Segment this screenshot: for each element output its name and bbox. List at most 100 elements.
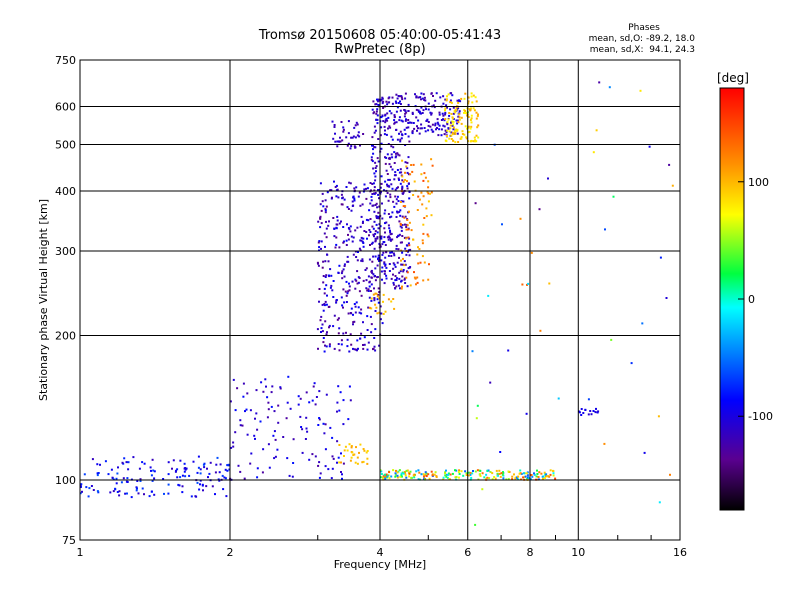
echo-point [332, 325, 335, 328]
echo-point [348, 181, 351, 184]
echo-point [449, 473, 452, 476]
echo-point [371, 183, 374, 185]
echo-point [395, 110, 398, 113]
echo-point [410, 164, 413, 166]
echo-point [299, 397, 302, 400]
echo-point [323, 304, 326, 307]
echo-point [326, 253, 328, 256]
echo-point [421, 239, 424, 242]
echo-point [407, 250, 409, 253]
echo-point [184, 468, 187, 471]
echo-point [116, 491, 119, 493]
echo-point [336, 318, 339, 321]
echo-point [360, 259, 363, 262]
echo-point [345, 244, 348, 246]
echo-point [335, 184, 338, 187]
echo-point [356, 462, 359, 465]
echo-point [341, 304, 344, 307]
echo-point [417, 246, 419, 249]
echo-point [321, 303, 324, 306]
echo-point [457, 107, 460, 110]
echo-point [387, 254, 390, 257]
echo-point [232, 441, 235, 444]
echo-point [477, 478, 480, 481]
echo-point [390, 153, 393, 156]
echo-point [361, 203, 364, 206]
echo-point [522, 472, 525, 475]
echo-point [353, 187, 356, 190]
echo-point [499, 451, 502, 453]
echo-point [345, 280, 348, 283]
echo-point [665, 297, 668, 299]
echo-point [79, 486, 82, 488]
echo-point [349, 333, 352, 336]
echo-point [324, 209, 327, 212]
echo-point [135, 489, 138, 492]
echo-point [533, 473, 536, 476]
echo-point [428, 263, 430, 266]
echo-point [116, 472, 119, 475]
echo-point [338, 349, 341, 352]
echo-point [366, 348, 369, 351]
echo-point [348, 443, 351, 446]
echo-point [376, 114, 379, 117]
echo-point [375, 103, 378, 106]
echo-point [465, 136, 468, 139]
echo-point [353, 126, 356, 129]
echo-point [437, 134, 440, 137]
echo-point [318, 246, 321, 249]
echo-point [423, 172, 426, 175]
echo-point [514, 476, 517, 479]
echo-point [374, 161, 377, 164]
echo-point [96, 472, 99, 475]
echo-point [376, 264, 379, 267]
echo-point [359, 144, 361, 147]
echo-point [398, 95, 401, 98]
echo-point [349, 225, 352, 228]
echo-point [384, 180, 387, 183]
echo-point [548, 282, 551, 285]
echo-point [137, 492, 140, 495]
echo-point [587, 398, 590, 401]
echo-point [366, 457, 369, 460]
echo-point [373, 111, 376, 114]
echo-point [336, 145, 339, 148]
echo-point [530, 251, 533, 254]
echo-point [395, 198, 398, 201]
echo-point [442, 124, 445, 127]
echo-point [371, 193, 374, 195]
echo-point [451, 120, 454, 123]
echo-point [96, 474, 99, 477]
echo-point [501, 223, 503, 226]
echo-point [537, 476, 540, 478]
echo-point [377, 256, 380, 259]
echo-point [400, 226, 403, 229]
echo-point [404, 109, 407, 112]
echo-point [195, 495, 198, 498]
echo-point [328, 220, 330, 223]
echo-point [470, 95, 473, 98]
echo-point [323, 287, 326, 290]
echo-point [454, 133, 457, 135]
echo-point [524, 475, 527, 478]
echo-point [374, 103, 377, 106]
echo-point [397, 200, 400, 202]
echo-point [343, 198, 346, 201]
echo-point [375, 217, 378, 219]
echo-point [378, 205, 381, 208]
echo-point [118, 494, 121, 497]
echo-point [392, 200, 395, 203]
echo-point [395, 93, 398, 96]
echo-point [120, 481, 123, 484]
echo-point [432, 130, 435, 133]
echo-point [340, 203, 343, 206]
echo-point [384, 473, 387, 476]
echo-point [405, 165, 408, 168]
echo-point [174, 470, 177, 473]
echo-point [340, 343, 343, 346]
echo-point [376, 122, 379, 125]
echo-point [472, 107, 475, 110]
echo-point [438, 111, 441, 114]
echo-point [413, 276, 416, 279]
echo-point [96, 463, 99, 466]
